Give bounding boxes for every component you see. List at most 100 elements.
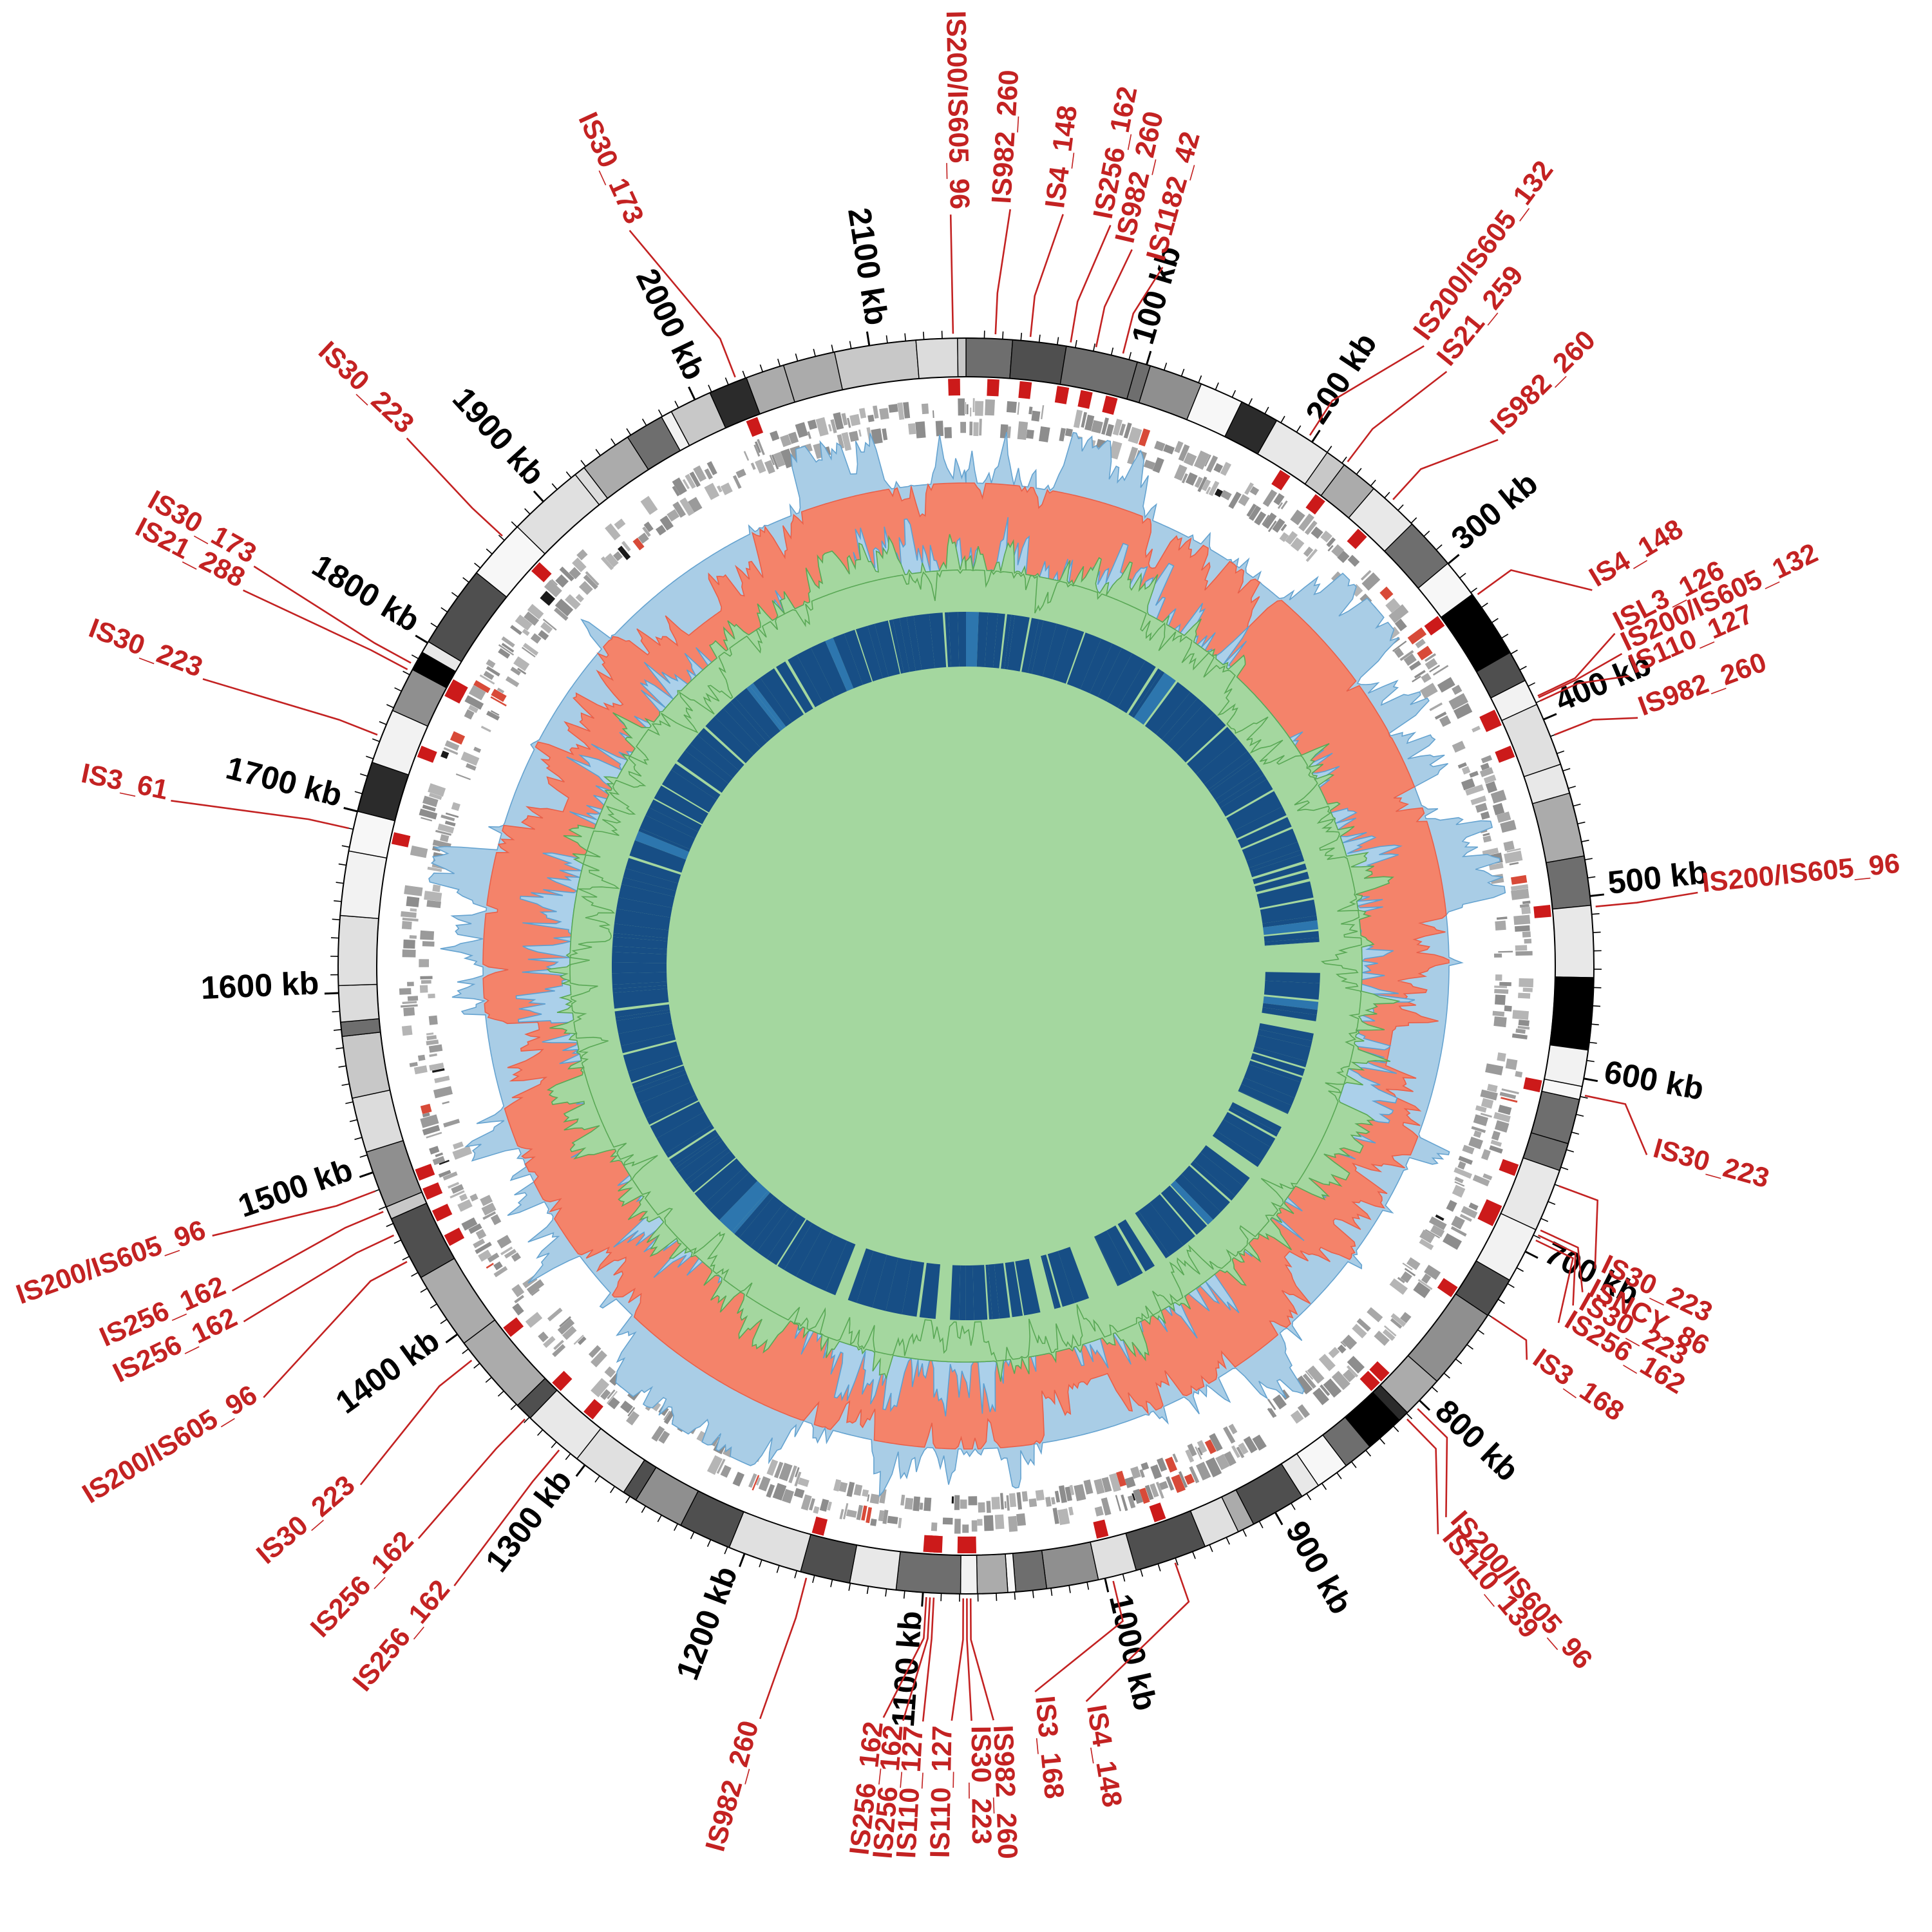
gene-tile xyxy=(873,405,879,419)
gene-tile xyxy=(1522,987,1533,992)
is-position-mark xyxy=(1018,381,1032,399)
minor-tick xyxy=(359,1154,368,1158)
gene-tile xyxy=(621,540,631,552)
major-tick xyxy=(921,1592,924,1607)
minor-tick xyxy=(1248,398,1253,406)
comparison-segment xyxy=(826,1240,856,1296)
comparison-segment xyxy=(1204,751,1253,790)
gene-tile xyxy=(1138,428,1151,447)
minor-tick xyxy=(498,535,505,541)
is-leader-line xyxy=(966,1598,972,1721)
gene-tile xyxy=(716,1459,726,1474)
gene-tile xyxy=(420,1114,439,1128)
gene-tile xyxy=(1505,1058,1518,1070)
comparison-segment xyxy=(760,668,804,723)
minor-tick xyxy=(332,1010,340,1013)
gene-tile xyxy=(553,1340,564,1350)
gene-tile xyxy=(1187,1443,1197,1457)
gene-tile xyxy=(1204,455,1211,467)
gene-tile xyxy=(551,579,558,586)
is-leader-line xyxy=(1595,891,1698,907)
gene-tile xyxy=(921,403,929,415)
gene-tile xyxy=(900,1494,905,1506)
gene-tile xyxy=(672,501,687,518)
gene-tile xyxy=(1494,1120,1510,1133)
minor-tick xyxy=(1592,1005,1601,1007)
comparison-segment xyxy=(709,1172,758,1220)
minor-tick xyxy=(462,577,469,583)
gene-tile xyxy=(605,523,621,541)
minor-tick xyxy=(795,353,799,361)
gene-tile xyxy=(794,1472,802,1487)
gene-tile xyxy=(1340,1341,1347,1347)
gene-tile xyxy=(401,1025,413,1036)
gene-tile xyxy=(1267,1408,1276,1418)
minor-tick xyxy=(1175,1557,1179,1566)
comparison-segment xyxy=(1260,899,1317,923)
gene-tile xyxy=(578,581,593,595)
gene-tile xyxy=(1485,1063,1504,1075)
is-leader-line xyxy=(1538,652,1623,699)
gene-tile xyxy=(1052,1508,1059,1524)
minor-tick xyxy=(349,1119,357,1122)
minor-tick xyxy=(1557,750,1565,754)
comparison-segment xyxy=(632,1065,685,1089)
gene-tile xyxy=(1007,426,1011,439)
comparison-segment xyxy=(1257,1029,1312,1048)
gene-tile xyxy=(1374,1331,1390,1346)
comparison-segment xyxy=(1106,1225,1143,1279)
gene-tile xyxy=(618,545,631,560)
gene-tile xyxy=(706,461,717,475)
gene-tile xyxy=(752,1475,760,1491)
gene-tile xyxy=(1492,1010,1505,1017)
is-element-label: IS30_173 xyxy=(573,108,650,228)
gene-tile xyxy=(1482,1173,1493,1180)
gene-tile xyxy=(452,1146,473,1160)
gene-tile xyxy=(421,817,433,822)
gene-tile xyxy=(468,1223,482,1235)
gene-tile xyxy=(432,1156,446,1166)
minor-tick xyxy=(524,508,531,515)
gene-tile xyxy=(1443,1233,1462,1250)
comparison-segment xyxy=(750,683,786,729)
gene-tile xyxy=(1491,1130,1501,1141)
gene-tile xyxy=(1073,410,1083,428)
is-leader-line xyxy=(759,1577,808,1719)
is-element-label: IS110_127 xyxy=(891,1725,929,1859)
gene-tile xyxy=(1305,1370,1314,1380)
gene-tile xyxy=(797,1477,810,1487)
comparison-segment xyxy=(690,735,739,779)
gene-tile xyxy=(1139,1488,1150,1504)
gene-tile xyxy=(493,1266,508,1278)
gene-tile xyxy=(444,820,456,827)
gene-tile xyxy=(1208,480,1220,497)
gene-tile xyxy=(754,441,761,453)
comparison-segment xyxy=(1155,692,1198,740)
gene-tile xyxy=(429,1053,437,1057)
comparison-segment xyxy=(988,1264,999,1320)
comparison-segment xyxy=(1095,1230,1133,1286)
gene-tile xyxy=(522,643,539,656)
gene-tile xyxy=(1051,1497,1056,1505)
major-tick xyxy=(415,634,428,644)
comparison-segment xyxy=(611,962,667,974)
gene-tile xyxy=(913,1496,920,1511)
gene-tile xyxy=(1295,1375,1313,1395)
gene-tile xyxy=(1394,618,1407,632)
gene-tile xyxy=(428,993,435,999)
gene-tile xyxy=(422,804,436,812)
minor-tick xyxy=(674,1523,678,1531)
gene-tile xyxy=(1341,1334,1358,1350)
gene-tile xyxy=(1513,914,1531,925)
gene-tile xyxy=(1328,1347,1340,1358)
gene-tile xyxy=(1214,488,1223,498)
comparison-segment xyxy=(1216,1119,1271,1161)
gene-tile xyxy=(986,1501,991,1513)
gene-tile xyxy=(422,795,439,808)
gene-tile xyxy=(849,431,859,442)
comparison-segment xyxy=(945,612,951,667)
gene-tile xyxy=(780,434,791,448)
comparison-segment xyxy=(1057,1247,1089,1303)
comparison-segment xyxy=(614,909,671,931)
gene-tile xyxy=(1179,1471,1188,1488)
